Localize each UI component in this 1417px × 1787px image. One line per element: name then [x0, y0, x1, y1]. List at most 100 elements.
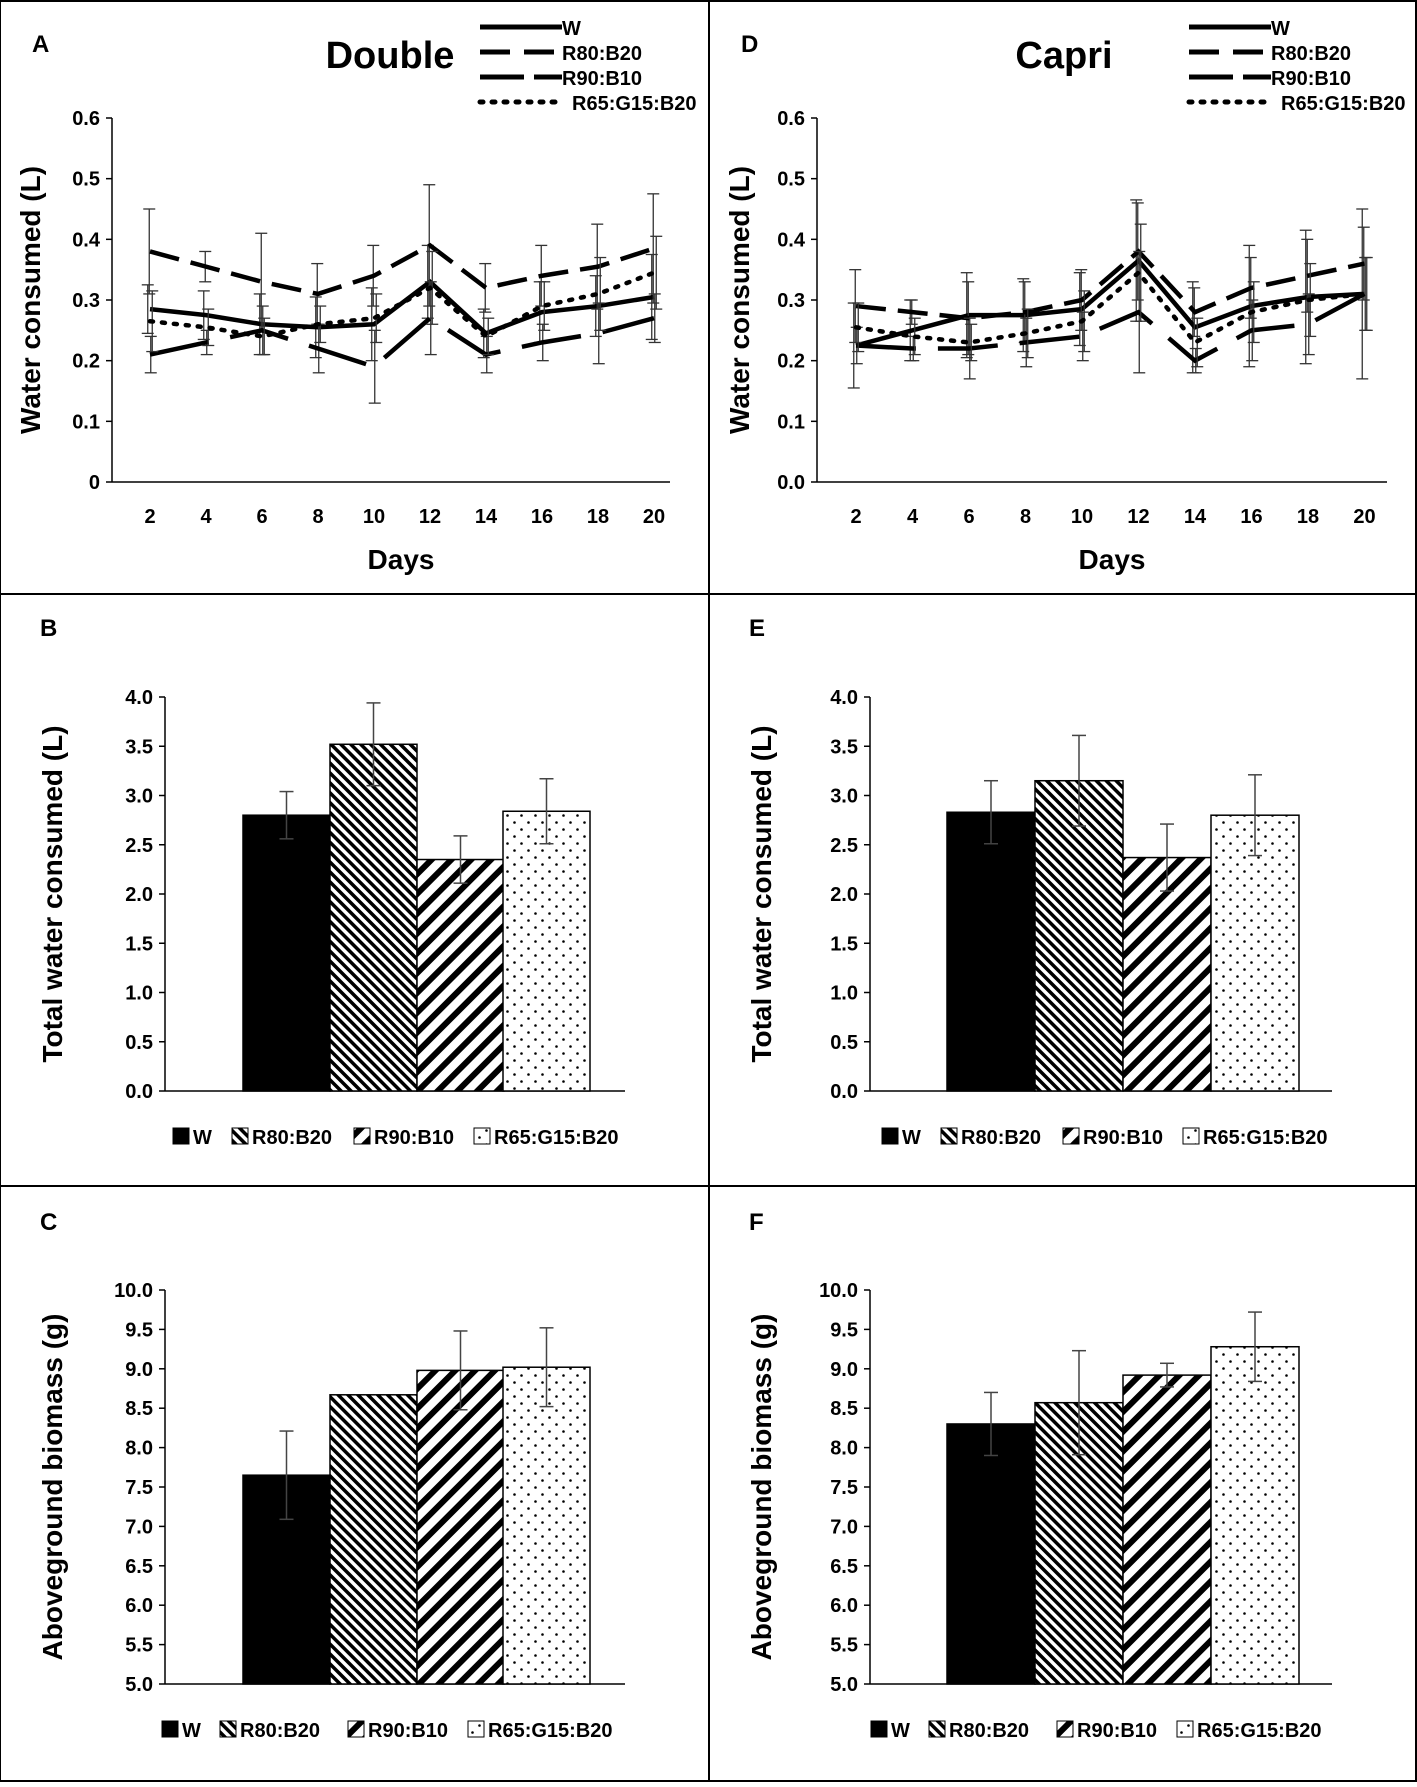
legend-label: R65:G15:B20: [1281, 93, 1406, 115]
x-tick-label: 14: [475, 506, 498, 528]
y-tick-label: 0.3: [777, 290, 805, 312]
y-tick-label: 0.1: [777, 411, 805, 433]
x-tick-label: 6: [963, 506, 974, 528]
panel-a: A 0 0.1 0.2 0.3 0.4 0.5 0.6 Water consumed (L) 2 4…: [15, 18, 697, 575]
bar-r80-b20: [329, 743, 418, 1092]
y-tick-label: 6.5: [125, 1556, 153, 1578]
legend: W R80:B20 R90:B10 R65:G15:B20: [477, 18, 697, 115]
series-line: [853, 269, 1367, 346]
x-tick-label: 18: [1297, 506, 1319, 528]
legend-swatch: [231, 1127, 249, 1145]
y-tick-label: 3.5: [125, 736, 153, 758]
x-tick-label: 4: [907, 506, 919, 528]
y-tick-label: 6.5: [830, 1556, 858, 1578]
panel-label-d: D: [741, 31, 758, 58]
x-tick-label: 18: [587, 506, 609, 528]
y-tick-label: 5.0: [830, 1674, 858, 1696]
x-tick-label: 10: [363, 506, 385, 528]
y-tick-label: 6.0: [830, 1595, 858, 1617]
bar-r65-g15-b20: [502, 810, 591, 1092]
y-tick-label: 0.5: [777, 169, 805, 191]
y-tick-label: 1.0: [830, 983, 858, 1005]
legend-label: R65:G15:B20: [1197, 1720, 1322, 1742]
panel-label-a: A: [32, 31, 49, 58]
legend-label: W: [902, 1127, 921, 1149]
legend-label: W: [891, 1720, 910, 1742]
series-line: [147, 270, 657, 340]
bar-r80-b20: [329, 1394, 418, 1685]
legend-swatch: [161, 1720, 179, 1738]
y-tick-label: 4.0: [830, 687, 858, 709]
x-tick-label: 12: [419, 506, 441, 528]
y-tick-label: 5.5: [125, 1635, 153, 1657]
bar-w: [946, 1423, 1036, 1685]
y-tick-label: 8.0: [830, 1438, 858, 1460]
y-tick-label: 3.0: [125, 786, 153, 808]
legend-swatch: [940, 1127, 958, 1145]
y-tick-label: 0.2: [72, 351, 100, 373]
y-axis-title: Aboveground biomass (g): [37, 1314, 68, 1661]
panel-label-b: B: [40, 615, 57, 642]
y-tick-label: 2.0: [830, 884, 858, 906]
legend-label: R80:B20: [562, 43, 642, 65]
x-axis-title: Days: [368, 544, 435, 575]
y-tick-label: 1.5: [125, 933, 153, 955]
y-tick-label: 4.0: [125, 687, 153, 709]
bar-r80-b20: [1034, 779, 1124, 1092]
panel-d: D 0.0 0.1 0.2 0.3 0.4 0.5 0.6 Water consumed (L)…: [724, 18, 1406, 575]
legend: W R80:B20 R90:B10 R65:G15:B20: [1186, 18, 1406, 115]
y-tick-label: 0.0: [830, 1081, 858, 1103]
legend-label: R80:B20: [961, 1127, 1041, 1149]
legend: W R80:B20 R90:B10 R65:G15:B20: [870, 1720, 1322, 1742]
y-tick-label: 6.0: [125, 1595, 153, 1617]
series-line: [855, 248, 1365, 321]
x-tick-label: 2: [144, 506, 155, 528]
y-tick-label: 10.0: [819, 1280, 858, 1302]
legend-label: R65:G15:B20: [488, 1720, 613, 1742]
panel-e: E 0.0 0.5 1.0 1.5 2.0 2.5 3.0 3.5 4.0 Total water …: [746, 615, 1332, 1149]
y-tick-label: 0.4: [72, 229, 101, 251]
legend-label: R90:B10: [1083, 1127, 1163, 1149]
y-tick-label: 8.5: [125, 1398, 153, 1420]
series-line: [149, 315, 655, 370]
series-r65-g15-b20: [852, 223, 1373, 368]
y-tick-label: 0.4: [777, 229, 806, 251]
y-tick-label: 1.5: [830, 933, 858, 955]
y-tick-label: 0.6: [777, 108, 805, 130]
x-tick-label: 20: [1353, 506, 1375, 528]
y-axis-title: Total water consumed (L): [746, 725, 777, 1062]
legend-label: R65:G15:B20: [572, 93, 697, 115]
legend-label: R90:B10: [1077, 1720, 1157, 1742]
legend-label: W: [1271, 18, 1290, 40]
y-tick-label: 5.5: [830, 1635, 858, 1657]
legend-label: R80:B20: [949, 1720, 1029, 1742]
x-tick-label: 14: [1184, 506, 1207, 528]
y-tick-label: 0.5: [830, 1032, 858, 1054]
legend-swatch: [1062, 1127, 1080, 1145]
x-tick-label: 20: [643, 506, 665, 528]
chart-title: Capri: [1015, 35, 1112, 77]
legend-label: R90:B10: [374, 1127, 454, 1149]
y-tick-label: 0.3: [72, 290, 100, 312]
x-tick-label: 12: [1127, 506, 1149, 528]
legend-label: R65:G15:B20: [494, 1127, 619, 1149]
legend-swatch: [473, 1127, 491, 1145]
legend-label: R65:G15:B20: [1203, 1127, 1328, 1149]
y-tick-label: 0.0: [125, 1081, 153, 1103]
legend-swatch: [172, 1127, 190, 1145]
legend: W R80:B20 R90:B10 R65:G15:B20: [161, 1720, 613, 1742]
bar-w: [946, 811, 1036, 1092]
y-tick-label: 5.0: [125, 1674, 153, 1696]
legend-swatch: [219, 1720, 237, 1738]
bar-r90-b10: [1122, 856, 1212, 1092]
y-axis-title: Water consumed (L): [724, 166, 755, 434]
x-tick-label: 2: [850, 506, 861, 528]
x-tick-label: 10: [1071, 506, 1093, 528]
x-tick-label: 16: [1240, 506, 1262, 528]
legend-swatch: [1056, 1720, 1074, 1738]
y-tick-label: 10.0: [114, 1280, 153, 1302]
series-r90-b10: [850, 250, 1372, 380]
y-tick-label: 0: [89, 472, 100, 494]
panel-f: F 5.0 5.5 6.0 6.5 7.0 7.5 8.0 8.5 9.0 9.5 10.0 Above…: [746, 1209, 1332, 1742]
